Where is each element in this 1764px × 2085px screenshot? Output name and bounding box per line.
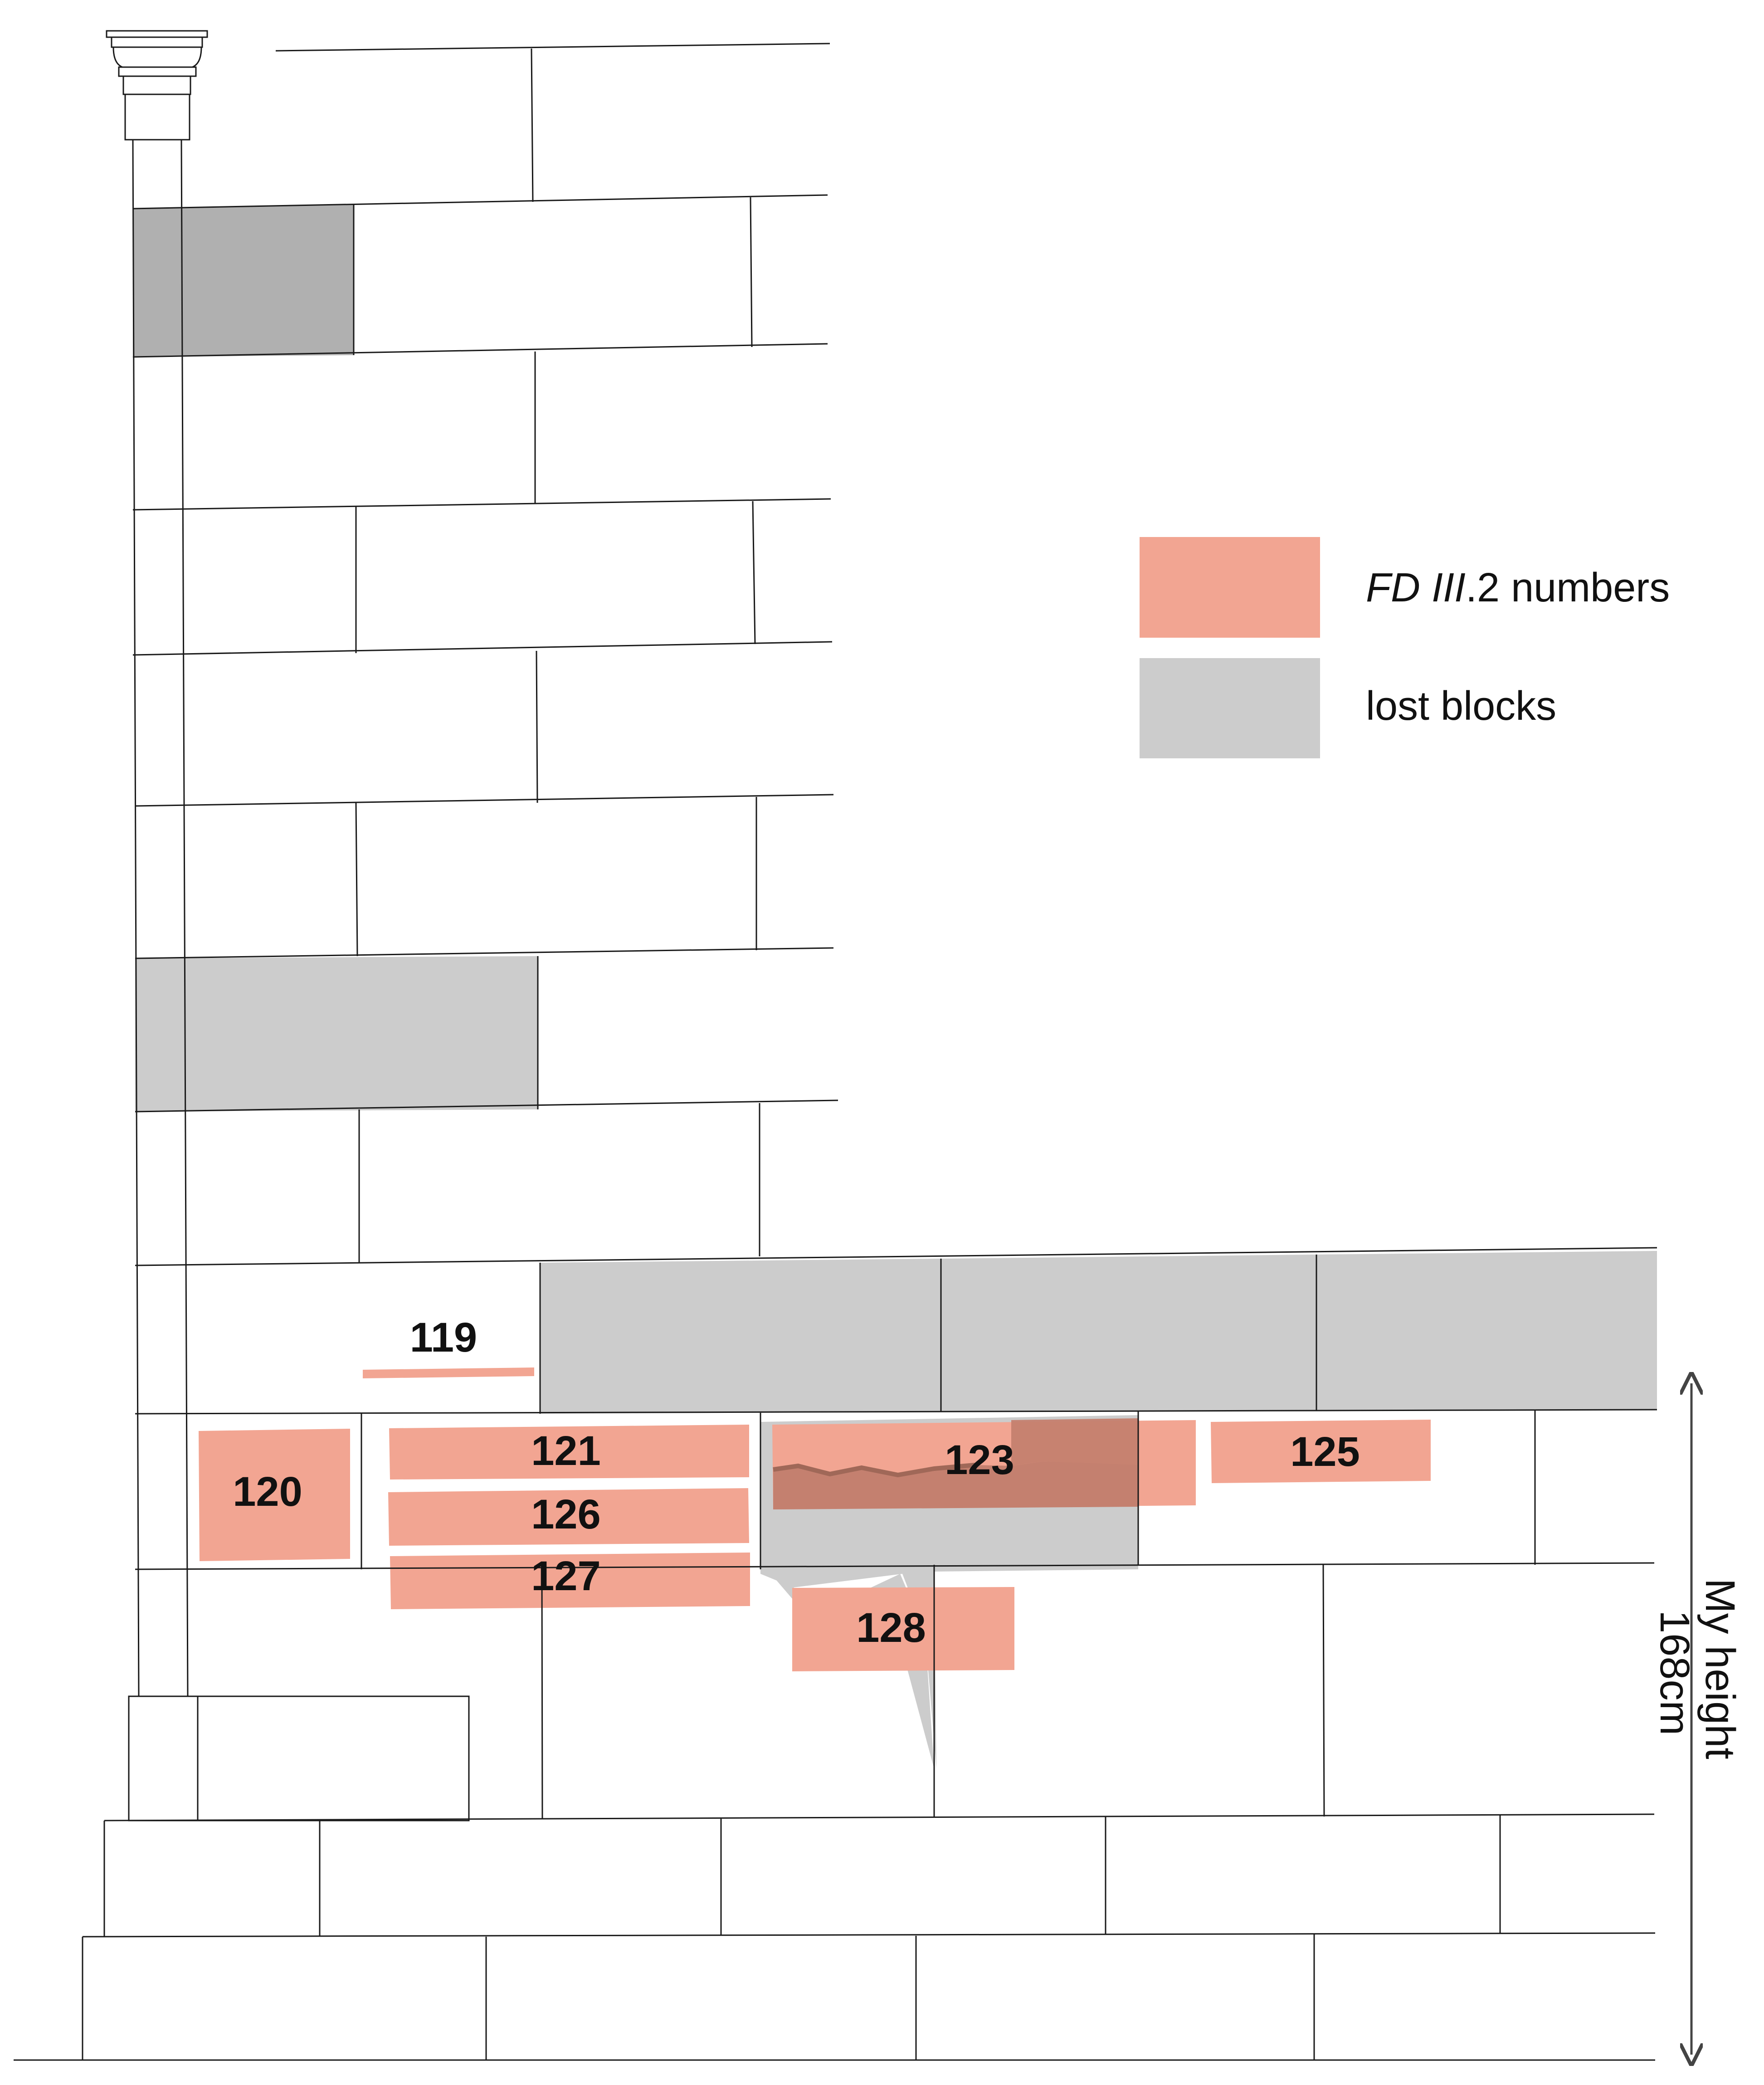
block-labels: 119 120 121 126 127 123 125 128 (233, 1314, 1360, 1651)
block-label-125: 125 (1290, 1429, 1360, 1475)
legend-label-lost: lost blocks (1366, 684, 1556, 729)
legend-label-inscribed: FD III.2 numbers (1366, 565, 1670, 610)
block-128-fill (792, 1587, 1014, 1671)
block-123-overlap (773, 1461, 1138, 1509)
inscribed-block-fills (199, 1367, 1431, 1671)
block-label-127: 127 (531, 1553, 601, 1599)
block-119-fill (363, 1367, 534, 1378)
masonry-lines (14, 30, 1657, 2061)
lost-block-upper (133, 205, 354, 357)
block-label-128: 128 (856, 1605, 926, 1651)
lost-block-middle (135, 956, 538, 1112)
block-label-121: 121 (531, 1428, 601, 1474)
block-label-123: 123 (945, 1437, 1014, 1483)
block-label-120: 120 (233, 1469, 302, 1515)
block-120-fill (199, 1429, 350, 1561)
legend-swatch-lost (1140, 658, 1320, 758)
block-121-fill (389, 1425, 749, 1480)
block-label-126: 126 (531, 1491, 601, 1538)
height-scale: My height 168cm (1652, 1383, 1743, 2055)
legend: FD III.2 numbers lost blocks (1140, 537, 1670, 758)
block-123-overlap-right (1011, 1418, 1138, 1466)
lost-block-course-3 (1316, 1251, 1657, 1411)
block-125-fill (1211, 1420, 1431, 1483)
column-base (128, 1695, 470, 1821)
height-label-line1: My height (1697, 1578, 1743, 1759)
break-line (773, 1463, 975, 1478)
lost-block-course-2 (941, 1255, 1316, 1412)
block-label-119: 119 (410, 1314, 477, 1361)
legend-swatch-inscribed (1140, 537, 1320, 638)
height-label-line2: 168cm (1652, 1610, 1698, 1735)
lost-block-course-1 (540, 1259, 941, 1414)
block-126-fill (388, 1488, 749, 1546)
column-capital (106, 30, 208, 141)
